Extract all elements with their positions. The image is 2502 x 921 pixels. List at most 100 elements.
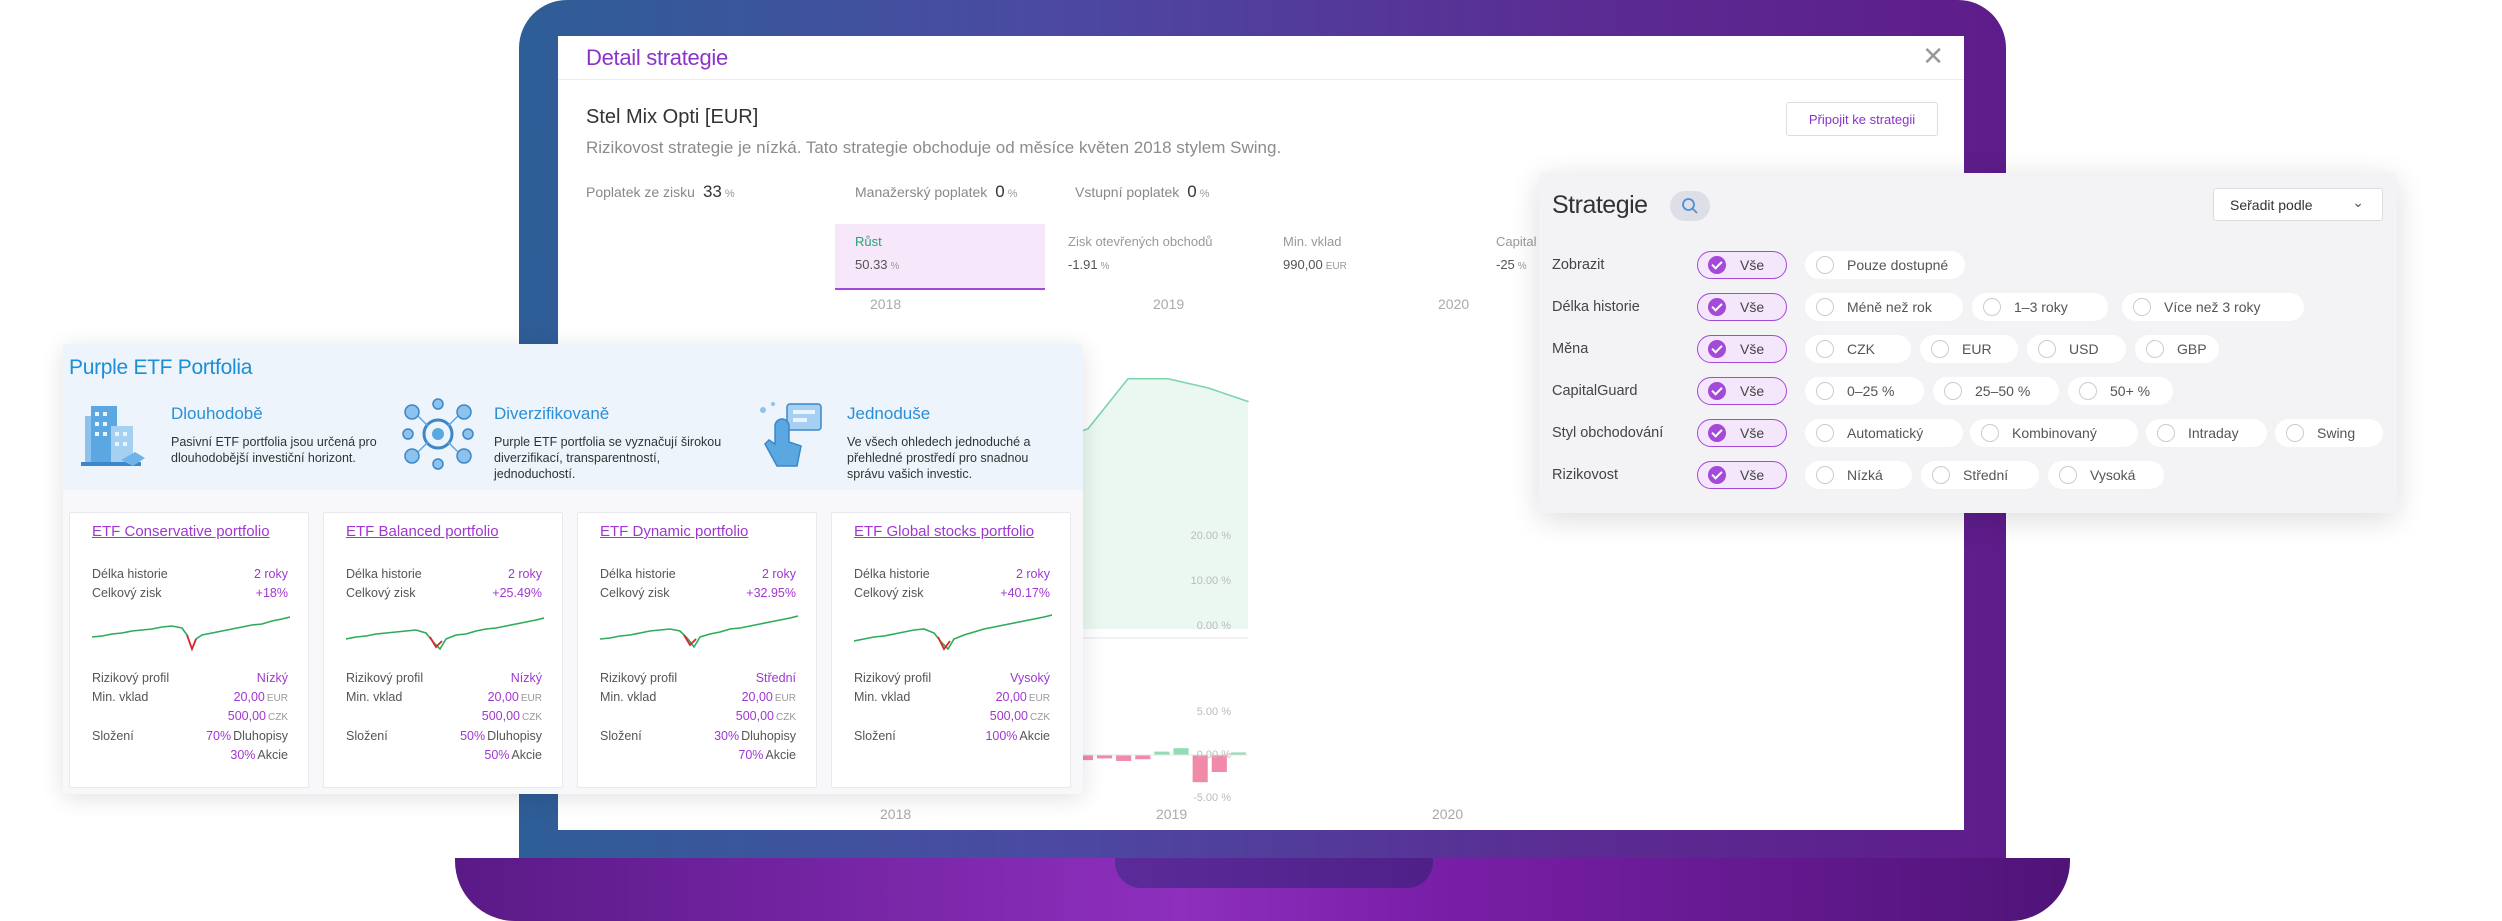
min-deposit-czk: 500,00 CZK (735, 709, 796, 723)
filter-option-label: CZK (1847, 341, 1875, 357)
radio-circle-icon (1816, 340, 1834, 358)
monthly-return-bar (1135, 755, 1151, 760)
metric-tab-capital[interactable]: Capital -25% (1476, 224, 1576, 290)
fee-value: 33 (702, 182, 722, 201)
filter-option-label: GBP (2177, 341, 2207, 357)
filter-option[interactable]: Automatický (1805, 419, 1963, 447)
metric-tab-open-profit[interactable]: Zisk otevřených obchodů -1.91% (1048, 224, 1263, 290)
filter-option[interactable]: Vysoká (2048, 461, 2164, 489)
etf-card-dynamic[interactable]: ETF Dynamic portfolio Délka historie 2 ro… (577, 512, 817, 788)
filter-label: CapitalGuard (1552, 383, 1638, 399)
join-strategy-button[interactable]: Připojit ke strategii (1786, 102, 1938, 136)
filter-option[interactable]: 0–25 % (1805, 377, 1924, 405)
monthly-axis-tick: -5.00 % (1193, 792, 1231, 804)
radio-circle-icon (1932, 466, 1950, 484)
risk-row: Rizikový profil Nízký (92, 671, 288, 685)
filter-option-label: 25–50 % (1975, 383, 2031, 399)
min-deposit-czk: 500,00 CZK (989, 709, 1050, 723)
year-label: 2019 (1153, 296, 1185, 312)
filter-option[interactable]: Nízká (1805, 461, 1912, 489)
search-button[interactable] (1670, 191, 1710, 221)
filter-option[interactable]: Vše (1697, 377, 1787, 405)
card-title-link[interactable]: ETF Dynamic portfolio (600, 523, 749, 540)
filter-option-label: 0–25 % (1847, 383, 1895, 399)
monthly-axis-tick: 5.00 % (1196, 706, 1231, 718)
fee-label: Poplatek ze zisku (586, 184, 695, 200)
filter-option-label: Střední (1963, 467, 2009, 483)
min-deposit-czk: 500,00 CZK (227, 709, 288, 723)
filter-option[interactable]: Vše (1697, 251, 1787, 279)
feature-title: Dlouhodobě (171, 404, 263, 423)
risk-row: Rizikový profil Střední (600, 671, 796, 685)
filter-option[interactable]: Swing (2275, 419, 2383, 447)
laptop-notch (1115, 858, 1433, 888)
filter-label: Rizikovost (1552, 467, 1619, 483)
card-title-link[interactable]: ETF Global stocks portfolio (854, 523, 1035, 540)
growth-axis-tick: 10.00 % (1190, 575, 1231, 587)
fee-entry: Vstupní poplatek 0% (1075, 182, 1210, 202)
touch-icon (760, 402, 822, 467)
year-label: 2020 (1432, 806, 1464, 822)
fee-unit: % (1199, 188, 1210, 200)
card-title-link[interactable]: ETF Balanced portfolio (346, 523, 499, 540)
feature-title: Jednoduše (847, 404, 931, 423)
filter-option[interactable]: Méně než rok (1805, 293, 1963, 321)
metric-label: Min. vklad (1283, 234, 1342, 249)
radio-circle-icon (1931, 340, 1949, 358)
performance-sparkline (92, 616, 290, 652)
performance-sparkline (854, 614, 1052, 651)
radio-circle-icon (2059, 466, 2077, 484)
filter-option[interactable]: 50+ % (2068, 377, 2173, 405)
filter-option-label: Nízká (1847, 467, 1883, 483)
growth-axis-tick: 0.00 % (1196, 620, 1231, 632)
sort-dropdown[interactable]: Seřadit podle ⌄ (2213, 188, 2383, 221)
fee-profit: Poplatek ze zisku 33% (586, 182, 735, 202)
filter-option[interactable]: GBP (2135, 335, 2219, 363)
radio-circle-icon (1816, 382, 1834, 400)
radio-circle-icon (1816, 466, 1834, 484)
filter-option[interactable]: Vše (1697, 461, 1787, 489)
filter-option[interactable]: 1–3 roky (1972, 293, 2108, 321)
filter-option[interactable]: 25–50 % (1933, 377, 2059, 405)
filter-option-label: Vše (1740, 341, 1765, 357)
filter-option[interactable]: Vše (1697, 335, 1787, 363)
checkmark-icon (1708, 466, 1726, 484)
filter-option[interactable]: Vše (1697, 293, 1787, 321)
filter-option[interactable]: USD (2027, 335, 2126, 363)
filter-option-label: 1–3 roky (2014, 299, 2068, 315)
checkmark-icon (1708, 256, 1726, 274)
filter-option[interactable]: Vše (1697, 419, 1787, 447)
filter-option[interactable]: Více než 3 roky (2122, 293, 2304, 321)
radio-circle-icon (1944, 382, 1962, 400)
filter-label: Zobrazit (1552, 257, 1605, 273)
history-row: Délka historie 2 roky (854, 567, 1050, 581)
checkmark-icon (1708, 298, 1726, 316)
radio-circle-icon (1981, 424, 1999, 442)
filter-option[interactable]: Intraday (2146, 419, 2267, 447)
strategy-name: Stel Mix Opti [EUR] (586, 106, 759, 128)
etf-card-global-stocks[interactable]: ETF Global stocks portfolio Délka histor… (831, 512, 1071, 788)
metric-tab-growth[interactable]: Růst 50.33% (835, 224, 1045, 290)
filter-label: Měna (1552, 341, 1589, 357)
monthly-return-bar (1230, 752, 1246, 755)
performance-sparkline (346, 617, 544, 651)
filter-option[interactable]: Kombinovaný (1970, 419, 2138, 447)
radio-circle-icon (2286, 424, 2304, 442)
fee-management: Manažerský poplatek 0% (855, 182, 1018, 202)
etf-card-balanced[interactable]: ETF Balanced portfolio Délka historie 2 r… (323, 512, 563, 788)
filter-option[interactable]: Střední (1921, 461, 2039, 489)
filter-option-label: Vše (1740, 257, 1765, 273)
card-title-link[interactable]: ETF Conservative portfolio (92, 523, 270, 540)
filter-option[interactable]: CZK (1805, 335, 1911, 363)
filter-option[interactable]: EUR (1920, 335, 2018, 363)
feature-description: Pasivní ETF portfolia jsou určená pro dlo… (171, 435, 377, 465)
history-row: Délka historie 2 roky (92, 567, 288, 581)
filter-option[interactable]: Pouze dostupné (1805, 251, 1965, 279)
filter-option-label: USD (2069, 341, 2099, 357)
etf-card-conservative[interactable]: ETF Conservative portfolio Délka histori… (69, 512, 309, 788)
etf-panel-title: Purple ETF Portfolia (69, 356, 253, 379)
history-row: Délka historie 2 roky (346, 567, 542, 581)
metric-tab-min-deposit[interactable]: Min. vklad 990,00 EUR (1263, 224, 1473, 290)
close-icon[interactable]: ✕ (1922, 42, 1944, 72)
min-deposit-row: Min. vklad 20,00 EUR (600, 690, 796, 704)
